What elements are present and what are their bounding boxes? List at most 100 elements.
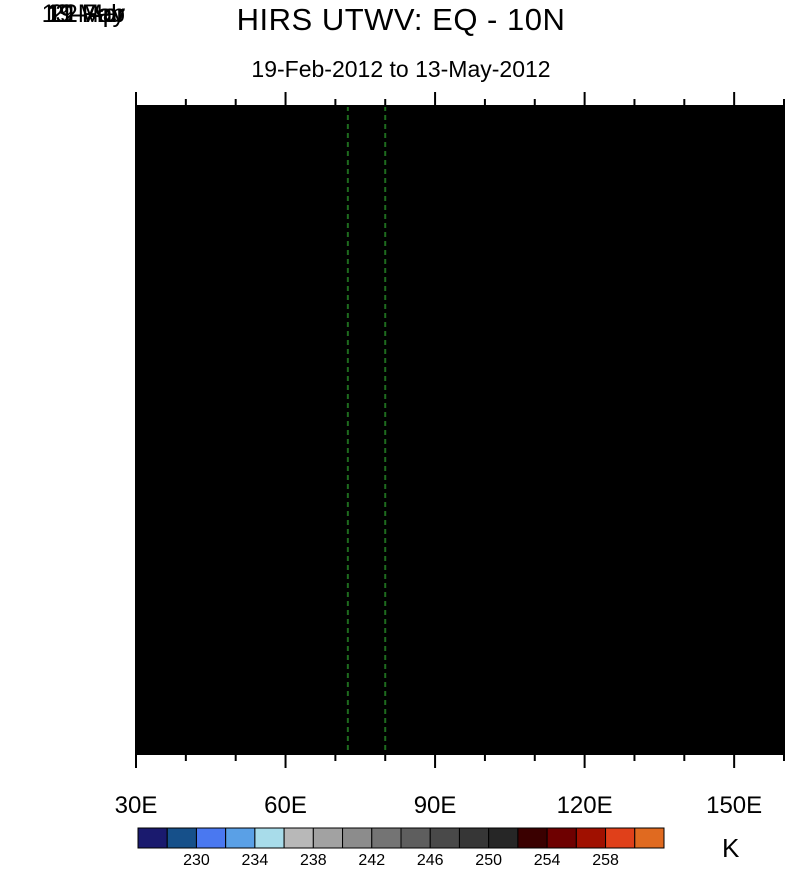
field-cell (553, 170, 562, 179)
field-cell (395, 235, 403, 244)
field-cell (719, 156, 727, 165)
field-cell (611, 134, 619, 143)
field-cell (294, 221, 303, 229)
field-cell (510, 264, 519, 273)
field-cell (575, 365, 583, 373)
field-cell (582, 278, 591, 287)
field-cell (690, 494, 699, 503)
field-cell (611, 322, 619, 330)
field-cell (251, 163, 259, 172)
field-cell (150, 293, 159, 301)
field-cell (172, 487, 180, 496)
field-cell (532, 199, 540, 208)
field-cell (560, 358, 569, 366)
field-cell (416, 120, 425, 129)
field-cell (460, 458, 468, 467)
field-cell (366, 113, 375, 121)
field-cell (553, 286, 562, 294)
field-cell (517, 106, 526, 114)
field-cell (323, 430, 331, 438)
field-cell (604, 300, 612, 309)
field-cell (640, 242, 648, 251)
field-cell (460, 372, 468, 381)
field-cell (517, 314, 526, 323)
field-cell (683, 480, 691, 489)
field-cell (330, 422, 339, 431)
field-cell (208, 444, 216, 453)
field-cell (604, 278, 612, 287)
field-cell (488, 329, 497, 337)
field-cell (172, 127, 180, 136)
field-cell (244, 502, 252, 510)
field-cell (755, 437, 763, 445)
field-cell (416, 473, 425, 481)
field-cell (193, 386, 202, 395)
field-cell (157, 386, 166, 395)
field-cell (625, 156, 634, 165)
field-cell (244, 134, 252, 143)
field-cell (402, 487, 411, 496)
field-cell (452, 264, 461, 273)
field-cell (661, 142, 670, 150)
field-cell (733, 415, 742, 424)
field-cell (330, 300, 339, 309)
field-cell (704, 120, 713, 129)
field-cell (416, 242, 425, 251)
field-cell (402, 358, 411, 366)
field-cell (755, 480, 763, 489)
field-cell (229, 206, 238, 215)
field-cell (402, 437, 411, 445)
field-cell (373, 394, 382, 402)
field-cell (143, 350, 151, 359)
field-cell (647, 192, 655, 201)
field-cell (200, 286, 209, 294)
field-cell (748, 336, 756, 345)
field-cell (143, 365, 151, 373)
field-cell (740, 372, 749, 381)
field-cell (294, 250, 303, 258)
field-cell (510, 372, 519, 381)
field-cell (524, 358, 533, 366)
field-cell (560, 365, 569, 373)
field-cell (222, 142, 231, 150)
field-cell (366, 451, 375, 460)
field-cell (287, 394, 295, 402)
field-cell (193, 444, 202, 453)
field-cell (589, 235, 598, 244)
field-cell (488, 156, 497, 165)
field-cell (640, 494, 648, 503)
field-cell (647, 178, 655, 186)
field-cell (582, 206, 591, 215)
field-cell (618, 142, 627, 150)
field-cell (431, 386, 439, 395)
field-cell (733, 458, 742, 467)
field-cell (236, 322, 245, 330)
field-cell (596, 221, 605, 229)
field-cell (438, 178, 447, 186)
field-cell (676, 221, 684, 229)
field-cell (510, 494, 519, 503)
field-cell (632, 372, 641, 381)
field-cell (409, 106, 418, 114)
field-cell (524, 430, 533, 438)
field-cell (287, 437, 295, 445)
field-cell (733, 466, 742, 474)
field-cell (308, 206, 317, 215)
field-cell (352, 206, 360, 215)
field-cell (431, 329, 439, 337)
field-cell (604, 415, 612, 424)
field-cell (323, 106, 331, 114)
field-cell (172, 257, 180, 265)
field-cell (359, 358, 367, 366)
field-cell (510, 386, 519, 395)
field-cell (409, 422, 418, 431)
field-cell (589, 278, 598, 287)
field-cell (654, 415, 663, 424)
field-cell (532, 106, 540, 114)
field-cell (272, 286, 281, 294)
field-cell (640, 235, 648, 244)
field-cell (251, 422, 259, 431)
field-cell (568, 228, 576, 237)
field-cell (611, 444, 619, 453)
field-cell (503, 242, 511, 251)
